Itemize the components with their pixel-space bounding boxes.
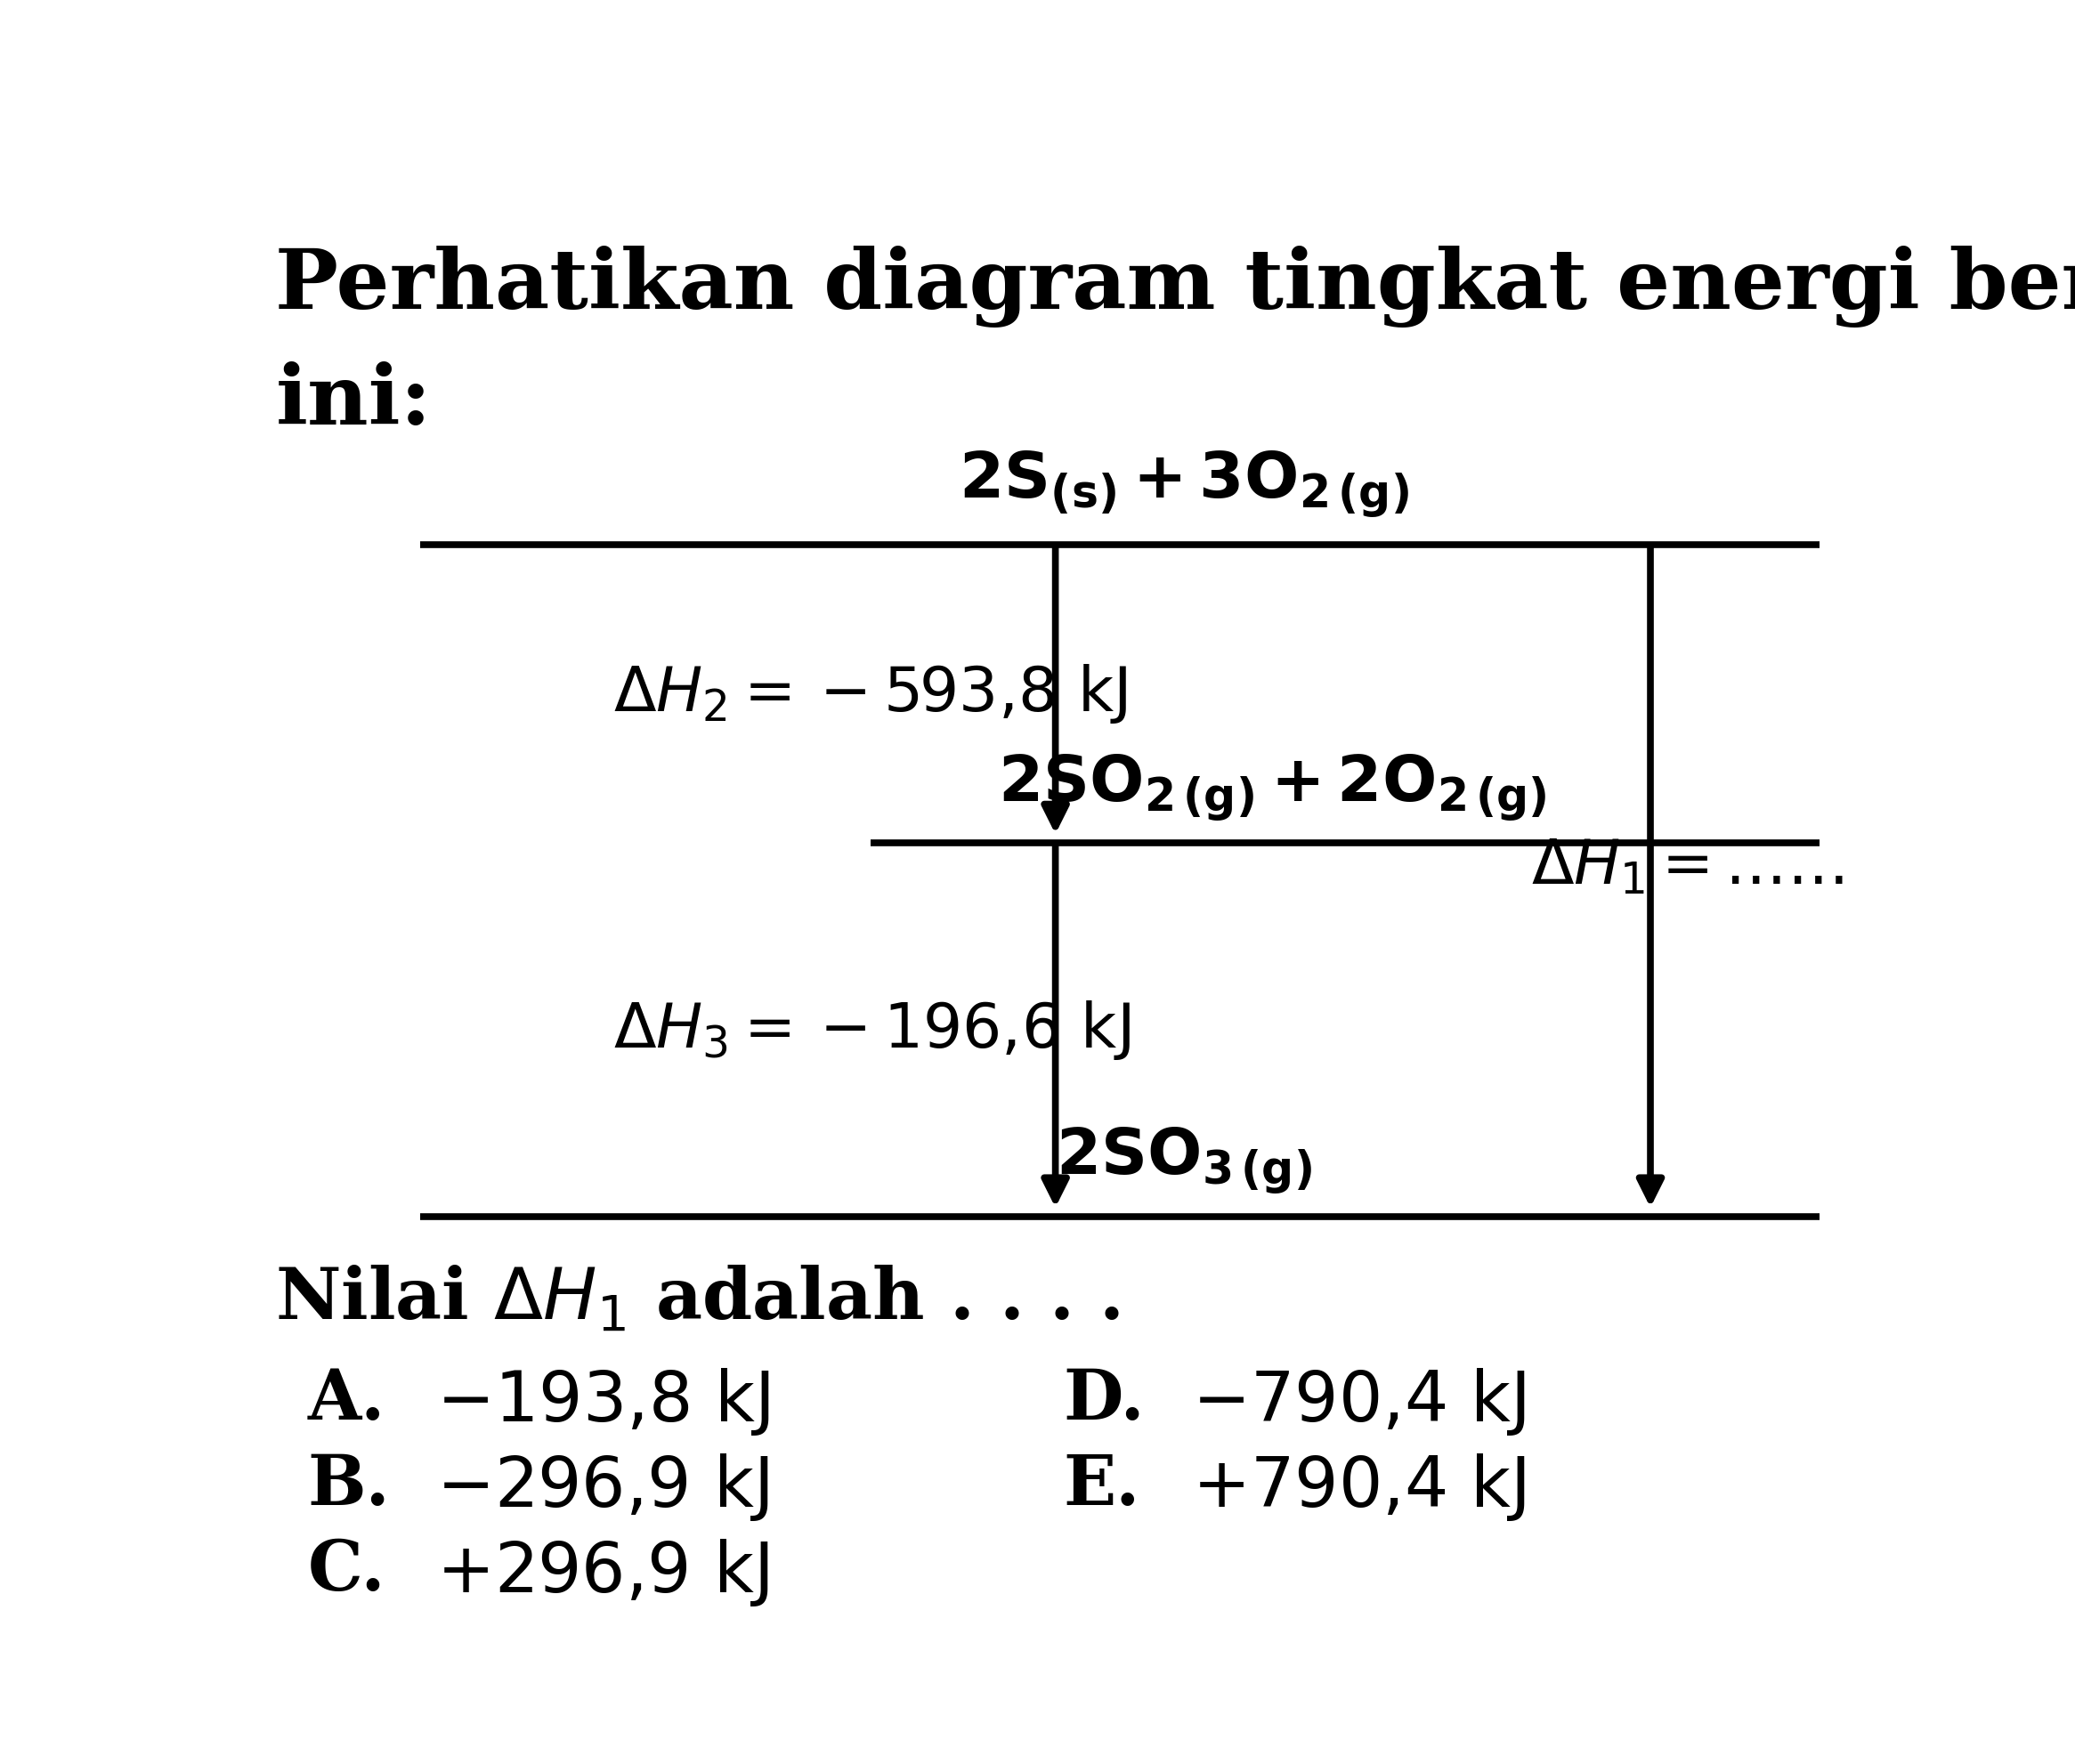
- Text: $\Delta H_1 = \ldots\ldots$: $\Delta H_1 = \ldots\ldots$: [1531, 838, 1843, 896]
- Text: E.: E.: [1064, 1452, 1141, 1519]
- Text: D.: D.: [1064, 1365, 1145, 1434]
- Text: $\mathbf{2S_{(s)} + 3O_{2\,(g)}}$: $\mathbf{2S_{(s)} + 3O_{2\,(g)}}$: [959, 450, 1409, 520]
- Text: $\Delta H_2 = -593{,}8\ \mathrm{kJ}$: $\Delta H_2 = -593{,}8\ \mathrm{kJ}$: [614, 662, 1127, 725]
- Text: $\mathbf{2SO_{3\,(g)}}$: $\mathbf{2SO_{3\,(g)}}$: [1056, 1125, 1311, 1196]
- Text: Perhatikan diagram tingkat energi berikut: Perhatikan diagram tingkat energi beriku…: [276, 245, 2075, 328]
- Text: $\Delta H_3 = -196{,}6\ \mathrm{kJ}$: $\Delta H_3 = -196{,}6\ \mathrm{kJ}$: [614, 998, 1131, 1062]
- Text: $-296{,}9\ \mathrm{kJ}$: $-296{,}9\ \mathrm{kJ}$: [436, 1452, 770, 1522]
- Text: Nilai $\Delta H_1$ adalah . . . .: Nilai $\Delta H_1$ adalah . . . .: [276, 1265, 1121, 1334]
- Text: $\mathbf{2SO_{2\,(g)} + 2O_{2\,(g)}}$: $\mathbf{2SO_{2\,(g)} + 2O_{2\,(g)}}$: [998, 751, 1548, 822]
- Text: A.: A.: [307, 1365, 386, 1434]
- Text: $+790{,}4\ \mathrm{kJ}$: $+790{,}4\ \mathrm{kJ}$: [1191, 1452, 1525, 1522]
- Text: B.: B.: [307, 1452, 390, 1519]
- Text: $-790{,}4\ \mathrm{kJ}$: $-790{,}4\ \mathrm{kJ}$: [1191, 1365, 1525, 1438]
- Text: ini:: ini:: [276, 362, 432, 441]
- Text: $-193{,}8\ \mathrm{kJ}$: $-193{,}8\ \mathrm{kJ}$: [436, 1365, 770, 1438]
- Text: C.: C.: [307, 1538, 386, 1605]
- Text: $+296{,}9\ \mathrm{kJ}$: $+296{,}9\ \mathrm{kJ}$: [436, 1538, 770, 1609]
